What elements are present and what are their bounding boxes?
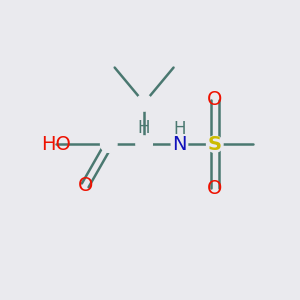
Circle shape <box>171 136 188 152</box>
Text: H: H <box>173 120 186 138</box>
Circle shape <box>136 136 152 152</box>
Text: S: S <box>208 135 222 154</box>
Circle shape <box>100 136 117 152</box>
Text: O: O <box>207 179 223 198</box>
Text: O: O <box>77 176 93 195</box>
Text: HO: HO <box>41 135 71 154</box>
Circle shape <box>136 94 152 111</box>
Text: N: N <box>172 135 187 154</box>
Text: O: O <box>207 90 223 110</box>
Circle shape <box>206 136 223 152</box>
Text: H: H <box>138 119 150 137</box>
